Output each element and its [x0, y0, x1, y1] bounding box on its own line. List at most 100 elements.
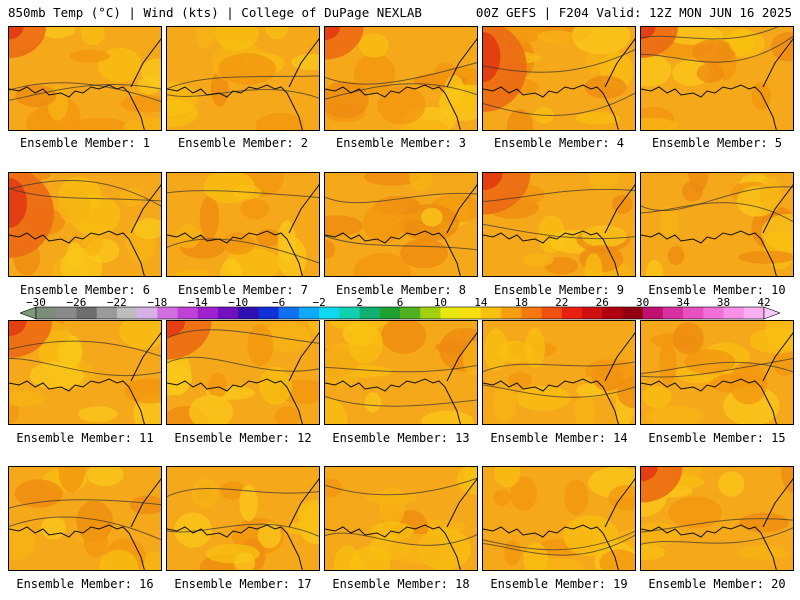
header-title: 850mb Temp (°C) | Wind (kts) | College o… — [8, 5, 422, 20]
temperature-map — [9, 27, 161, 130]
colorbar-swatch — [197, 307, 219, 319]
temperature-map — [167, 173, 319, 276]
colorbar-swatch — [703, 307, 725, 319]
ensemble-panel-8 — [324, 172, 478, 277]
colorbar-tick-label: 22 — [555, 296, 569, 309]
ensemble-panel-4 — [482, 26, 636, 131]
ensemble-panel-13 — [324, 320, 478, 425]
colorbar-swatch — [116, 307, 138, 319]
ensemble-member-label: Ensemble Member: 18 — [332, 577, 470, 591]
ensemble-panel-19 — [482, 466, 636, 571]
ensemble-member-label: Ensemble Member: 11 — [16, 431, 154, 445]
ensemble-member-label: Ensemble Member: 3 — [335, 136, 467, 150]
ensemble-panel-18 — [324, 466, 478, 571]
colorbar-swatch — [56, 307, 77, 319]
ensemble-member-label: Ensemble Member: 16 — [16, 577, 154, 591]
ensemble-member-label: Ensemble Member: 6 — [19, 283, 151, 297]
temperature-map — [9, 173, 161, 276]
temperature-map — [9, 321, 161, 424]
colorbar-tick-label: 26 — [595, 296, 609, 309]
colorbar-swatch — [521, 307, 543, 319]
ensemble-panel-20 — [640, 466, 794, 571]
colorbar-swatch — [137, 307, 158, 319]
ensemble-member-label: Ensemble Member: 4 — [493, 136, 625, 150]
colorbar-tick-label: −10 — [228, 296, 249, 309]
temperature-map — [641, 467, 793, 570]
colorbar-swatch — [602, 307, 623, 319]
ensemble-panel-7 — [166, 172, 320, 277]
colorbar-tick-label: −6 — [272, 296, 286, 309]
colorbar-swatch — [501, 307, 522, 319]
colorbar-swatch — [359, 307, 381, 319]
colorbar-swatch — [743, 307, 765, 319]
colorbar-right-arrow — [763, 306, 780, 320]
temperature-colorbar — [20, 306, 780, 320]
colorbar-swatch — [582, 307, 603, 319]
temperature-map — [167, 321, 319, 424]
ensemble-member-label: Ensemble Member: 7 — [177, 283, 309, 297]
colorbar-swatch — [319, 307, 340, 319]
temperature-map — [641, 27, 793, 130]
colorbar-tick-label: 6 — [396, 296, 404, 309]
colorbar-swatch — [460, 307, 482, 319]
temperature-map — [483, 467, 635, 570]
ensemble-panel-15 — [640, 320, 794, 425]
colorbar-tick-label: 30 — [636, 296, 650, 309]
colorbar-tick-label: 42 — [757, 296, 771, 309]
ensemble-member-label: Ensemble Member: 17 — [174, 577, 312, 591]
ensemble-panel-17 — [166, 466, 320, 571]
colorbar-tick-label: −30 — [26, 296, 46, 309]
ensemble-member-label: Ensemble Member: 5 — [651, 136, 783, 150]
colorbar-swatch — [177, 307, 199, 319]
colorbar-swatch — [76, 307, 98, 319]
temperature-map — [641, 173, 793, 276]
ensemble-panel-5 — [640, 26, 794, 131]
colorbar-swatch — [218, 307, 239, 319]
colorbar-swatch — [480, 307, 502, 319]
colorbar-tick-label: −14 — [187, 296, 208, 309]
colorbar-swatch — [440, 307, 462, 319]
ensemble-panel-14 — [482, 320, 636, 425]
colorbar-swatch — [400, 307, 421, 319]
temperature-map — [325, 173, 477, 276]
ensemble-panel-11 — [8, 320, 162, 425]
colorbar-swatch — [622, 307, 644, 319]
colorbar-tick-label: 2 — [356, 296, 363, 309]
ensemble-member-label: Ensemble Member: 9 — [493, 283, 625, 297]
ensemble-member-label: Ensemble Member: 8 — [335, 283, 467, 297]
temperature-map — [483, 27, 635, 130]
colorbar-swatch — [258, 307, 280, 319]
colorbar-tick-label: 14 — [474, 296, 488, 309]
colorbar-tick-label: −26 — [66, 296, 87, 309]
ensemble-panel-9 — [482, 172, 636, 277]
ensemble-member-label: Ensemble Member: 20 — [648, 577, 786, 591]
colorbar-swatch — [157, 307, 179, 319]
temperature-map — [167, 27, 319, 130]
colorbar-tick-label: 34 — [676, 296, 690, 309]
ensemble-panel-10 — [640, 172, 794, 277]
ensemble-panel-2 — [166, 26, 320, 131]
temperature-map — [9, 467, 161, 570]
ensemble-panel-1 — [8, 26, 162, 131]
ensemble-panel-3 — [324, 26, 478, 131]
ensemble-member-label: Ensemble Member: 13 — [332, 431, 470, 445]
temperature-map — [167, 467, 319, 570]
colorbar-swatch — [298, 307, 320, 319]
colorbar-swatch — [723, 307, 745, 319]
colorbar-swatch — [238, 307, 259, 319]
colorbar-tick-label: 10 — [433, 296, 448, 309]
ensemble-member-label: Ensemble Member: 15 — [648, 431, 786, 445]
colorbar-swatch — [339, 307, 361, 319]
ensemble-panel-6 — [8, 172, 162, 277]
temperature-map — [325, 321, 477, 424]
temperature-map — [483, 173, 635, 276]
temperature-map — [641, 321, 793, 424]
ensemble-member-label: Ensemble Member: 19 — [490, 577, 628, 591]
temperature-map — [325, 467, 477, 570]
colorbar-swatch — [561, 307, 583, 319]
colorbar-swatch — [541, 307, 563, 319]
colorbar-swatch — [36, 307, 57, 319]
temperature-map — [325, 27, 477, 130]
colorbar-swatch — [662, 307, 684, 319]
colorbar-swatch — [683, 307, 704, 319]
